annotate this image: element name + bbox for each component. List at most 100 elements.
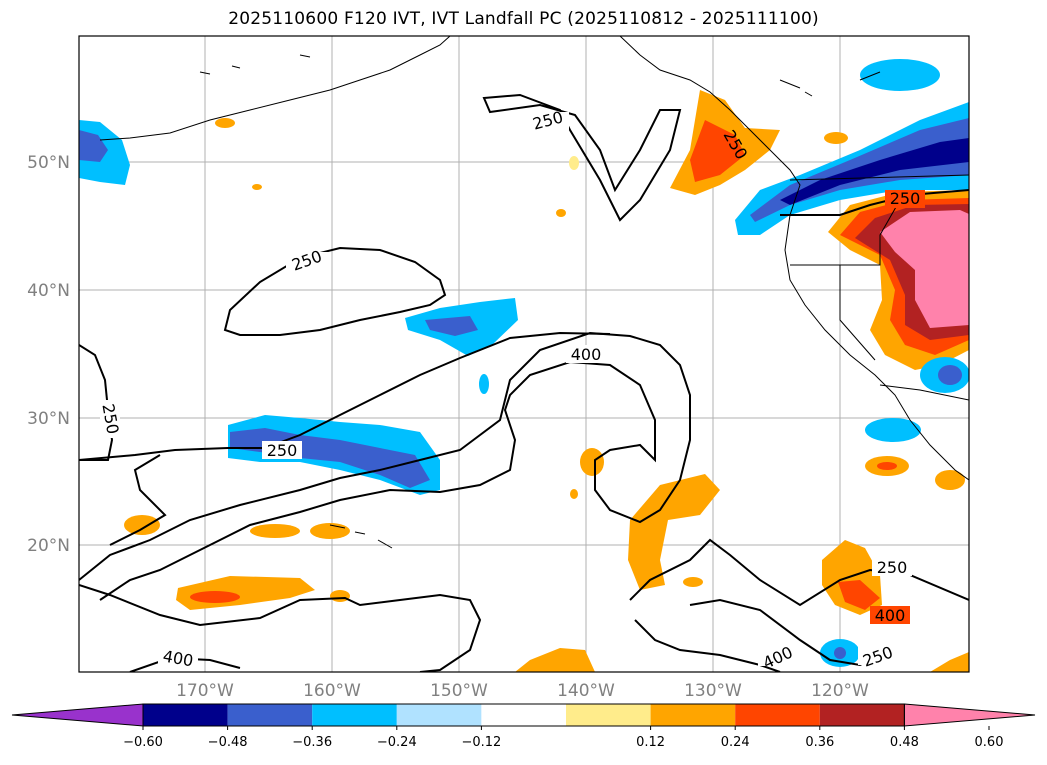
shade-region bbox=[865, 418, 921, 442]
contour-label-bg bbox=[858, 647, 898, 665]
shade-region bbox=[930, 652, 969, 672]
colorbar-segment bbox=[903, 703, 1036, 727]
shade-region bbox=[79, 130, 108, 162]
contour-label-bg bbox=[872, 558, 912, 576]
state-border bbox=[839, 265, 876, 361]
shade-region bbox=[860, 59, 940, 91]
colorbar-segment bbox=[481, 704, 566, 726]
state-border bbox=[790, 199, 901, 266]
contour-label-bg bbox=[100, 400, 120, 438]
shade-region bbox=[880, 210, 969, 328]
shade-region bbox=[425, 316, 478, 336]
colorbar-tick-label: 0.36 bbox=[805, 735, 834, 750]
shade-region bbox=[250, 524, 300, 538]
colorbar-segment bbox=[819, 704, 905, 726]
colorbar: −0.60 −0.48 −0.36 −0.24 −0.12 0.12 0.24 0.36 0.4… bbox=[11, 703, 1036, 750]
coastlines bbox=[99, 36, 969, 549]
lon-label: 120°W bbox=[811, 681, 869, 701]
shaded-regions bbox=[79, 59, 969, 672]
colorbar-segment bbox=[396, 704, 482, 726]
colorbar-tick-label: −0.48 bbox=[208, 735, 248, 750]
contour-label: 250 bbox=[267, 441, 298, 460]
colorbar-segment bbox=[11, 703, 144, 727]
contour-label-bg bbox=[262, 441, 302, 459]
shade-region bbox=[780, 138, 969, 205]
map-background bbox=[79, 36, 969, 672]
contour-label-bg bbox=[870, 606, 910, 624]
colorbar-tick-label: 0.24 bbox=[721, 735, 750, 750]
contour-400-west bbox=[109, 454, 167, 546]
contour-250-coast bbox=[780, 189, 969, 216]
colorbar-segment bbox=[735, 704, 820, 726]
islands bbox=[779, 71, 881, 97]
shade-region bbox=[580, 448, 604, 476]
map-title: 2025110600 F120 IVT, IVT Landfall PC (20… bbox=[228, 9, 819, 29]
us-mexico-border bbox=[879, 384, 969, 401]
alaska-coast bbox=[99, 36, 451, 141]
contour-250-band bbox=[79, 331, 611, 461]
shade-region bbox=[515, 648, 595, 672]
colorbar-tick-label: 0.12 bbox=[636, 735, 665, 750]
contour-label: 400 bbox=[571, 345, 602, 364]
contour-label-bg bbox=[885, 190, 925, 208]
latitude-labels: 50°N 40°N 30°N 20°N bbox=[27, 153, 70, 556]
north-america-coast bbox=[619, 36, 969, 481]
hawaii-islands bbox=[329, 524, 393, 549]
contour-250-loop bbox=[223, 246, 447, 336]
shade-region bbox=[252, 184, 262, 190]
colorbar-tick-label: −0.60 bbox=[123, 735, 163, 750]
colorbar-tick-label: 0.60 bbox=[975, 735, 1004, 750]
shade-region bbox=[570, 489, 578, 499]
colorbar-tick-label: −0.24 bbox=[377, 735, 417, 750]
lat-label: 20°N bbox=[27, 536, 70, 556]
shade-region bbox=[877, 462, 897, 470]
colorbar-tick-label: −0.36 bbox=[292, 735, 332, 750]
shade-region bbox=[124, 515, 160, 535]
colorbar-segment bbox=[566, 704, 651, 726]
colorbar-tick-label: −0.12 bbox=[461, 735, 501, 750]
shade-region bbox=[215, 118, 235, 128]
contour-label-bg bbox=[158, 650, 198, 668]
shade-region bbox=[838, 580, 880, 610]
lat-label: 40°N bbox=[27, 281, 70, 301]
lon-label: 130°W bbox=[684, 681, 742, 701]
contour-400-south bbox=[79, 584, 482, 672]
contour-label-bg bbox=[286, 252, 328, 270]
contour-labels: 250 250 250 250 400 400 400 250 250 250 … bbox=[98, 107, 925, 673]
shade-region bbox=[834, 647, 846, 659]
shade-region bbox=[938, 365, 962, 385]
longitude-labels: 170°W 160°W 150°W 140°W 130°W 120°W bbox=[176, 681, 869, 701]
colorbar-segment bbox=[312, 704, 397, 726]
shade-region bbox=[628, 474, 720, 590]
canada-us-border bbox=[789, 174, 969, 181]
shade-region bbox=[556, 209, 566, 217]
lat-label: 50°N bbox=[27, 153, 70, 173]
lat-label: 30°N bbox=[27, 409, 70, 429]
shade-region bbox=[569, 156, 579, 170]
colorbar-segment bbox=[650, 704, 736, 726]
colorbar-segment bbox=[143, 704, 228, 726]
shade-region bbox=[683, 577, 703, 587]
contour-label-bg bbox=[527, 112, 569, 130]
shade-region bbox=[479, 374, 489, 394]
islands bbox=[199, 54, 311, 75]
contour-label-bg bbox=[566, 345, 606, 363]
contour-label: 250 bbox=[890, 189, 921, 208]
colorbar-frame bbox=[142, 703, 905, 727]
shade-region bbox=[190, 591, 240, 603]
lon-label: 170°W bbox=[176, 681, 234, 701]
colorbar-segment bbox=[227, 704, 313, 726]
contour-label: 400 bbox=[875, 606, 906, 625]
lon-label: 160°W bbox=[303, 681, 361, 701]
shade-region bbox=[690, 120, 745, 182]
contour-400-main bbox=[79, 331, 691, 601]
shade-region bbox=[824, 132, 848, 144]
shade-region bbox=[935, 470, 965, 490]
contour-label: 250 bbox=[877, 558, 908, 577]
lon-label: 150°W bbox=[430, 681, 488, 701]
contour-400-southeast bbox=[634, 619, 781, 672]
shade-region bbox=[330, 590, 350, 602]
contour-label-bg bbox=[758, 648, 798, 666]
lon-label: 140°W bbox=[557, 681, 615, 701]
